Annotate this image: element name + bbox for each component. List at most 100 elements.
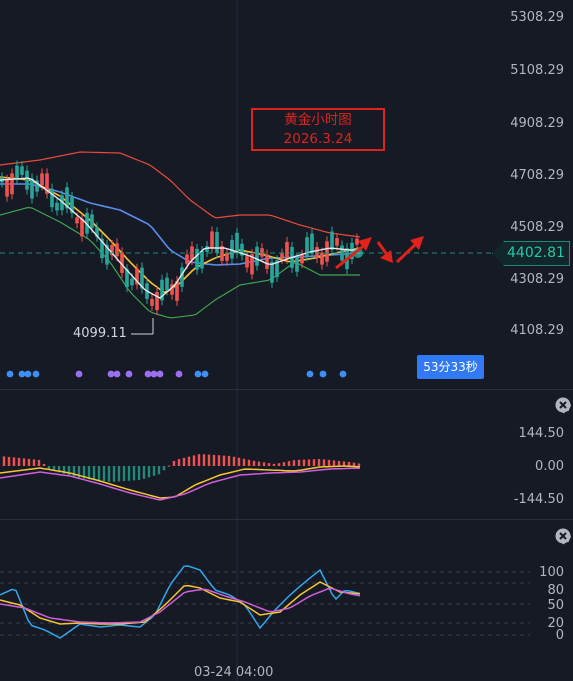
macd-histogram-bar [2,456,6,466]
y-tick-label: 0.00 [535,459,564,474]
kdj-chart[interactable] [0,520,573,681]
y-tick-label: 4108.29 [510,323,564,338]
macd-histogram-bar [97,466,101,481]
arrow-up-1-head [358,237,372,251]
candle-body [175,281,179,301]
event-dot [156,370,164,378]
close-icon[interactable] [554,527,572,545]
candle-body [225,253,229,261]
candle-body [160,279,164,301]
lower-band-line [0,206,360,319]
y-tick-label: 5108.29 [510,63,564,78]
macd-histogram-bar [62,466,66,474]
annotation-date: 2026.3.24 [283,131,353,147]
candle-body [40,173,44,186]
arrow-up-1-shaft [335,242,367,270]
macd-histogram-bar [22,458,26,466]
y-tick-label: 4308.29 [510,272,564,287]
chart-annotation-box: 黄金小时图 2026.3.24 [251,108,385,151]
macd-histogram-bar [142,466,146,479]
event-dot [107,370,115,378]
candle-body [135,268,139,285]
macd-histogram-bar [327,459,331,466]
candle-body [205,246,209,252]
macd-histogram-bar [287,461,291,466]
low-price-label: 4099.11 [73,326,127,341]
macd-histogram-bar [132,466,136,481]
macd-histogram-bar [352,462,356,466]
candle-body [170,284,174,295]
macd-histogram-bar [257,461,261,466]
close-icon[interactable] [554,396,572,414]
macd-histogram-bar [217,455,221,466]
candle-body [95,227,99,237]
event-dot [6,370,14,378]
candle-body [15,165,19,180]
candle-body [240,243,244,256]
macd-chart[interactable] [0,390,573,519]
kdj-k-line [0,581,361,625]
macd-histogram-bar [302,459,306,466]
macd-histogram-bar [237,457,241,466]
macd-histogram-bar [107,466,111,482]
macd-histogram-bar [357,463,361,466]
event-dot [175,370,183,378]
macd-histogram-bar [147,466,151,478]
macd-histogram-bar [87,466,91,480]
candle-body [140,267,144,289]
event-dot [319,370,327,378]
candle-body [280,253,284,259]
candle-body [150,298,154,306]
candle-body [155,291,159,311]
annotation-title: 黄金小时图 [284,112,352,128]
candle-body [300,254,304,264]
macd-histogram-bar [172,460,176,466]
candle-body [325,241,329,262]
y-tick-label: 4908.29 [510,116,564,131]
arrow-up-2-shaft [395,241,419,264]
candle-body [105,244,109,265]
candle-body [50,188,54,208]
event-dot [113,370,121,378]
candle-body [70,196,74,214]
macd-pane[interactable]: 144.50 0.00 -144.50 [0,389,573,519]
price-pane[interactable]: 5308.29 5108.29 4908.29 4708.29 4508.29 4308.… [0,0,573,389]
candle-body [210,231,214,248]
candle-body [130,278,134,286]
candle-body [220,245,224,261]
macd-histogram-bar [117,466,121,482]
candle-body [55,202,59,211]
ma-blue-line [0,183,361,266]
macd-histogram-bar [12,457,16,466]
candle-body [230,239,234,259]
macd-histogram-bar [167,465,171,467]
macd-histogram-bar [347,461,351,466]
macd-histogram-bar [77,466,81,478]
macd-histogram-bar [297,459,301,466]
candle-body [260,248,264,257]
candle-body [165,277,169,291]
candle-body [330,231,334,250]
y-tick-label: 20 [547,616,564,631]
price-chart[interactable] [0,0,573,389]
macd-histogram-bar [192,455,196,466]
candle-body [270,261,274,283]
macd-histogram-bar [227,455,231,466]
macd-histogram-bar [52,466,56,472]
upper-band-line [0,151,361,238]
macd-histogram-bar [242,458,246,466]
kdj-pane[interactable]: 100 80 50 20 0 [0,519,573,681]
macd-histogram-bar [212,454,216,466]
macd-histogram-bar [182,457,186,466]
macd-dea-line [0,467,361,501]
macd-histogram-bar [57,466,61,473]
candle-body [90,214,94,228]
candle-body [65,187,69,209]
macd-histogram-bar [332,460,336,466]
macd-histogram-bar [32,459,36,466]
y-tick-label: 5308.29 [510,10,564,25]
candle-body [265,254,269,269]
candle-body [250,254,254,275]
bar-countdown: 53分33秒 [417,355,484,379]
y-tick-label: 0 [555,628,564,643]
